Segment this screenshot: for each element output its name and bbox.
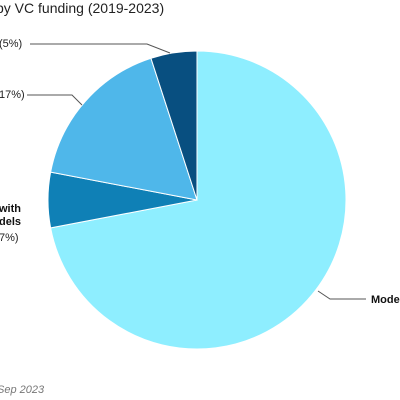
- slice-label-1-line-2: dels: [0, 216, 21, 228]
- slice-value-2: 17%): [0, 89, 25, 101]
- slice-label-0: Mode: [371, 294, 400, 306]
- source-note: Sep 2023: [0, 384, 45, 396]
- leader-line-1: [30, 43, 171, 54]
- leader-line-0: [317, 290, 366, 300]
- slice-value-1: 7%): [0, 232, 19, 244]
- pie-slice-2: [50, 57, 198, 201]
- slice-label-1-line-1: with: [0, 203, 21, 215]
- pie-slice-0: [50, 50, 347, 350]
- leader-line-2: [27, 94, 83, 106]
- slice-value-3: (5%): [0, 38, 22, 50]
- pie-slice-3: [150, 50, 198, 201]
- chart-title: by VC funding (2019-2023): [0, 0, 165, 16]
